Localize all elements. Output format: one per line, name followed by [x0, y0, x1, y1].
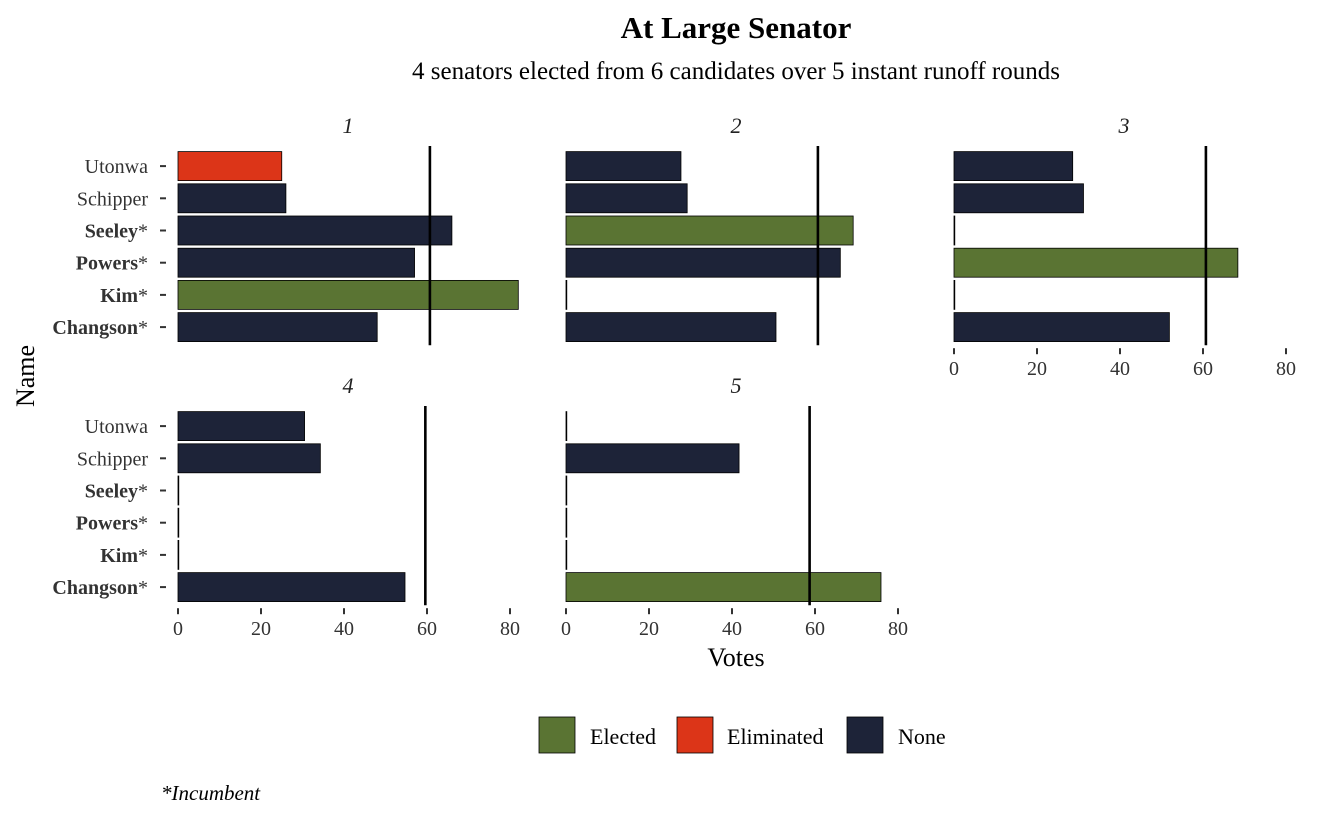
bar-seeley	[565, 475, 568, 506]
legend-label-none: None	[898, 724, 946, 749]
bar-kim	[953, 279, 956, 310]
x-tick-label: 60	[1193, 358, 1213, 380]
x-tick-label: 40	[722, 618, 742, 640]
y-label-powers: Powers*	[76, 513, 148, 535]
bar-schipper	[565, 183, 688, 214]
x-tick-label: 80	[500, 618, 520, 640]
y-axis-title: Name	[11, 345, 40, 407]
chart-title: At Large Senator	[621, 10, 852, 45]
y-label-seeley: Seeley*	[85, 221, 148, 243]
bar-schipper	[953, 183, 1084, 214]
bar-kim	[177, 540, 180, 570]
legend-label-elected: Elected	[590, 724, 656, 749]
bar-seeley	[565, 215, 854, 246]
x-tick-label: 0	[561, 618, 571, 640]
panel-label: 5	[731, 373, 742, 398]
y-label-kim: Kim*	[100, 545, 148, 567]
bar-kim	[565, 279, 568, 310]
bar-powers	[177, 507, 180, 538]
panel-label: 1	[343, 113, 354, 138]
bar-powers	[565, 247, 841, 278]
y-label-schipper: Schipper	[77, 448, 148, 470]
legend-swatch-none	[846, 716, 884, 754]
bar-utonwa	[953, 151, 1074, 182]
x-tick-label: 60	[417, 618, 437, 640]
x-tick-label: 0	[949, 358, 959, 380]
legend-swatch-elected	[538, 716, 576, 754]
bar-utonwa	[177, 151, 283, 182]
bar-changson	[177, 312, 378, 343]
bar-changson	[565, 312, 777, 343]
bar-seeley	[953, 215, 956, 246]
panel-2: 2	[565, 113, 854, 346]
chart-subtitle: 4 senators elected from 6 candidates ove…	[412, 58, 1060, 85]
bar-changson	[953, 312, 1170, 343]
bar-schipper	[177, 183, 287, 214]
panel-label: 3	[1118, 113, 1130, 138]
legend-label-eliminated: Eliminated	[727, 724, 824, 749]
y-label-utonwa: Utonwa	[85, 416, 148, 438]
panels-group: 1 Utonwa Schipper Seeley* Powers* Kim* Changso…	[52, 113, 1296, 640]
panel-1: 1 Utonwa Schipper Seeley* Powers* Kim* Changso…	[52, 113, 519, 346]
x-tick-label: 80	[1276, 358, 1296, 380]
x-tick-label: 20	[1027, 358, 1047, 380]
x-tick-label: 60	[805, 618, 825, 640]
x-axis-title: Votes	[707, 643, 764, 672]
bar-changson	[565, 572, 882, 602]
x-tick-label: 80	[888, 618, 908, 640]
bar-schipper	[177, 443, 321, 474]
footnote: *Incumbent	[161, 781, 261, 805]
bar-powers	[953, 247, 1239, 278]
panel-label: 2	[731, 113, 742, 138]
y-label-kim: Kim*	[100, 285, 148, 307]
y-label-utonwa: Utonwa	[85, 156, 148, 178]
y-label-changson: Changson*	[52, 317, 148, 339]
footnote-text: *Incumbent	[161, 781, 261, 805]
y-label-changson: Changson*	[52, 577, 148, 599]
x-tick-label: 0	[173, 618, 183, 640]
bar-utonwa	[177, 411, 305, 442]
bar-powers	[177, 247, 415, 278]
bar-seeley	[177, 215, 453, 246]
bar-seeley	[177, 475, 180, 506]
y-label-schipper: Schipper	[77, 188, 148, 210]
x-tick-label: 40	[334, 618, 354, 640]
bar-schipper	[565, 443, 740, 474]
bar-utonwa	[565, 411, 568, 442]
bar-changson	[177, 572, 406, 602]
x-tick-label: 40	[1110, 358, 1130, 380]
panel-label: 4	[343, 373, 354, 398]
panel-3: 3 0 20 40 60 80	[949, 113, 1296, 380]
bar-kim	[565, 540, 568, 570]
legend: Elected Eliminated None	[538, 716, 946, 754]
bar-powers	[565, 507, 568, 538]
x-tick-label: 20	[639, 618, 659, 640]
y-label-seeley: Seeley*	[85, 481, 148, 503]
y-label-powers: Powers*	[76, 253, 148, 275]
bar-kim	[177, 279, 519, 310]
legend-swatch-eliminated	[676, 716, 714, 754]
bar-utonwa	[565, 151, 682, 182]
x-tick-label: 20	[251, 618, 271, 640]
panel-5: 5 0 20 40 60 80	[561, 373, 908, 640]
panel-4: 4 Utonwa Schipper Seeley* Powers* Kim* Changso…	[52, 373, 520, 640]
